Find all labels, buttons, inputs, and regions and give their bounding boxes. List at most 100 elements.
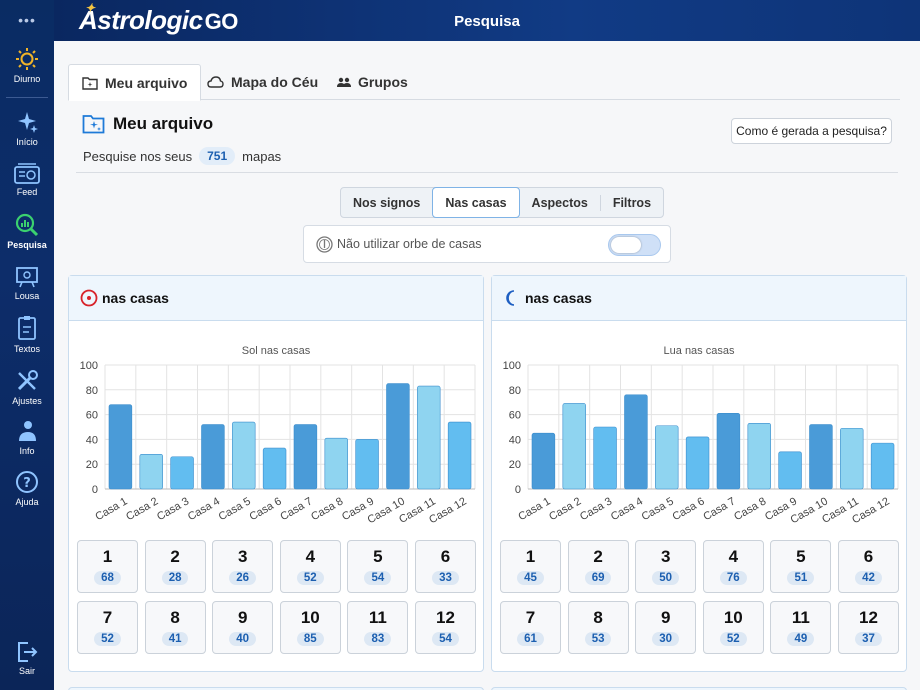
bar[interactable] bbox=[840, 427, 864, 490]
sidebar-item-label: Lousa bbox=[14, 291, 40, 301]
chart-title: Sol nas casas bbox=[242, 345, 311, 357]
app-logo[interactable]: ✦ AstrologicGO bbox=[79, 1, 238, 36]
house-cell[interactable]: 5 54 bbox=[347, 540, 409, 593]
next-panel-stub bbox=[68, 687, 484, 690]
bar[interactable] bbox=[386, 383, 410, 490]
bar[interactable] bbox=[809, 424, 833, 490]
top-bar: ✦ AstrologicGO Pesquisa bbox=[54, 0, 920, 41]
bar[interactable] bbox=[593, 426, 617, 490]
house-cell[interactable]: 8 41 bbox=[144, 601, 206, 654]
board-icon bbox=[16, 267, 38, 288]
house-number: 3 bbox=[237, 547, 248, 566]
how-search-works-button[interactable]: Como é gerada a pesquisa? bbox=[731, 118, 892, 144]
segment-nos-signos[interactable]: Nos signos bbox=[353, 195, 421, 210]
house-cell[interactable]: 1 68 bbox=[77, 540, 138, 593]
orb-toggle[interactable] bbox=[608, 234, 661, 256]
bar[interactable] bbox=[447, 421, 472, 490]
house-number: 1 bbox=[525, 547, 536, 566]
segment-filtros[interactable]: Filtros bbox=[612, 195, 652, 210]
bar[interactable] bbox=[778, 451, 802, 490]
bar[interactable] bbox=[562, 403, 586, 490]
info-user-icon bbox=[19, 421, 36, 441]
bar[interactable] bbox=[655, 425, 679, 490]
bar[interactable] bbox=[170, 456, 194, 490]
sidebar-item-pesquisa[interactable]: Pesquisa bbox=[0, 213, 54, 250]
house-cell[interactable]: 8 53 bbox=[567, 601, 629, 654]
folder-star-icon bbox=[82, 76, 98, 90]
house-cell[interactable]: 3 50 bbox=[635, 540, 697, 593]
tab-grupos[interactable]: Grupos bbox=[324, 64, 421, 100]
sidebar-item-inicio[interactable]: Início bbox=[0, 110, 54, 147]
house-number: 4 bbox=[728, 547, 739, 566]
bar[interactable] bbox=[324, 437, 348, 490]
x-tick-label: Casa 8 bbox=[732, 495, 768, 523]
map-count-badge: 751 bbox=[199, 147, 236, 165]
house-cell[interactable]: 10 52 bbox=[702, 601, 764, 654]
bar[interactable] bbox=[108, 404, 133, 490]
house-cell[interactable]: 11 49 bbox=[770, 601, 832, 654]
house-cell[interactable]: 12 54 bbox=[415, 601, 476, 654]
menu-dots-icon[interactable]: ••• bbox=[18, 12, 36, 28]
bar[interactable] bbox=[355, 439, 379, 490]
house-cell[interactable]: 3 26 bbox=[212, 540, 274, 593]
sidebar-item-label: Pesquisa bbox=[7, 240, 47, 250]
bar[interactable] bbox=[232, 421, 256, 490]
house-cell[interactable]: 6 33 bbox=[415, 540, 476, 593]
bar[interactable] bbox=[624, 394, 648, 490]
sidebar-item-label: Feed bbox=[16, 187, 38, 197]
house-number: 12 bbox=[436, 608, 455, 627]
sidebar-item-label: Sair bbox=[18, 666, 35, 676]
house-cell[interactable]: 11 83 bbox=[347, 601, 409, 654]
house-cell[interactable]: 5 51 bbox=[770, 540, 832, 593]
svg-text:?: ? bbox=[23, 476, 31, 491]
house-number: 6 bbox=[863, 547, 874, 566]
house-cell[interactable]: 1 45 bbox=[500, 540, 561, 593]
moon-icon bbox=[506, 290, 515, 306]
bar[interactable] bbox=[262, 447, 287, 490]
bar[interactable] bbox=[201, 424, 225, 490]
tab-meu-arquivo[interactable]: Meu arquivo bbox=[68, 64, 202, 101]
house-count-badge: 69 bbox=[584, 571, 612, 585]
bar[interactable] bbox=[293, 424, 318, 490]
bar[interactable] bbox=[417, 385, 441, 490]
bar[interactable] bbox=[685, 436, 710, 490]
sidebar-item-info[interactable]: Info bbox=[0, 419, 54, 456]
bar[interactable] bbox=[747, 422, 771, 490]
segment-nas-casas[interactable]: Nas casas bbox=[432, 187, 520, 218]
house-cell[interactable]: 9 30 bbox=[635, 601, 697, 654]
sidebar-item-ajuda[interactable]: ? Ajuda bbox=[0, 470, 54, 507]
house-count-badge: 40 bbox=[229, 632, 257, 646]
house-cell[interactable]: 4 52 bbox=[279, 540, 341, 593]
house-cell[interactable]: 10 85 bbox=[279, 601, 341, 654]
sidebar-item-sair[interactable]: Sair bbox=[0, 641, 54, 676]
bar[interactable] bbox=[139, 453, 163, 490]
bar[interactable] bbox=[531, 432, 556, 490]
house-cell[interactable]: 12 37 bbox=[838, 601, 899, 654]
house-cell[interactable]: 7 52 bbox=[77, 601, 138, 654]
tab-label: Meu arquivo bbox=[105, 74, 188, 91]
house-cell[interactable]: 2 69 bbox=[567, 540, 629, 593]
x-tick-label: Casa 5 bbox=[217, 495, 253, 523]
segment-aspectos[interactable]: Aspectos bbox=[531, 195, 588, 210]
house-cell[interactable]: 4 76 bbox=[702, 540, 764, 593]
page-title: Pesquisa bbox=[454, 13, 520, 30]
sidebar-item-diurno[interactable]: Diurno bbox=[0, 47, 54, 84]
sidebar-item-feed[interactable]: Feed bbox=[0, 162, 54, 197]
tab-mapa-do-ceu[interactable]: Mapa do Céu bbox=[194, 64, 331, 100]
house-cell[interactable]: 7 61 bbox=[500, 601, 561, 654]
x-tick-label: Casa 7 bbox=[701, 495, 737, 523]
sidebar-item-lousa[interactable]: Lousa bbox=[0, 266, 54, 301]
y-tick-label: 40 bbox=[509, 434, 521, 446]
sidebar-item-textos[interactable]: Textos bbox=[0, 315, 54, 354]
logout-icon bbox=[18, 642, 38, 662]
house-cell[interactable]: 2 28 bbox=[144, 540, 206, 593]
help-icon: ? bbox=[16, 471, 38, 493]
house-cell[interactable]: 6 42 bbox=[838, 540, 899, 593]
sidebar-item-ajustes[interactable]: Ajustes bbox=[0, 369, 54, 406]
bar[interactable] bbox=[870, 442, 895, 490]
bar[interactable] bbox=[716, 413, 741, 490]
house-cell[interactable]: 9 40 bbox=[212, 601, 274, 654]
group-icon bbox=[337, 77, 351, 87]
